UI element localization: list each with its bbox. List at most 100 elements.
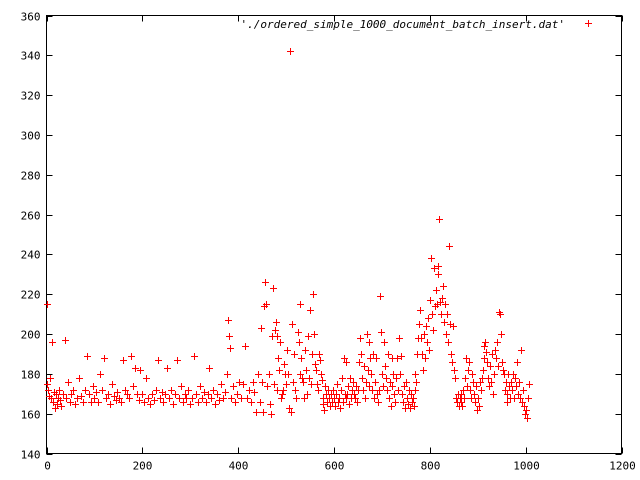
data-point [317,357,324,364]
x-tick-label: 1000 [513,460,540,473]
y-tick-label: 220 [21,289,41,302]
data-point [307,307,314,314]
data-point [344,391,351,398]
data-point [371,395,378,402]
data-point [302,347,309,354]
data-point [114,389,121,396]
data-point [422,355,429,362]
data-point [220,395,227,402]
data-point [222,389,229,396]
data-point [214,391,221,398]
data-point [304,391,311,398]
data-point [475,395,482,402]
data-point [53,391,60,398]
data-point [206,365,213,372]
data-point [120,357,127,364]
data-point [346,401,353,408]
data-point [366,383,373,390]
data-point [444,311,451,318]
data-point [185,387,192,394]
data-point [482,339,489,346]
data-point [143,375,150,382]
data-point [419,351,426,358]
data-point [412,371,419,378]
data-point [362,395,369,402]
data-point [141,399,148,406]
data-point [427,297,434,304]
data-point [227,345,234,352]
data-point [449,359,456,366]
data-point [283,381,290,388]
data-point [54,401,61,408]
data-point [360,387,367,394]
data-point [310,291,317,298]
data-point [424,339,431,346]
data-point [384,387,391,394]
data-point [210,387,217,394]
data-point [287,48,294,55]
data-point [228,395,235,402]
data-point [525,395,532,402]
data-point [180,399,187,406]
data-point [122,387,129,394]
data-point [471,391,478,398]
data-point [511,395,518,402]
data-point [509,387,516,394]
data-point [306,375,313,382]
data-point [412,387,419,394]
data-point [275,355,282,362]
data-point [57,397,64,404]
data-point [236,379,243,386]
data-point [430,327,437,334]
data-point [372,379,379,386]
data-point [305,333,312,340]
data-point [255,371,262,378]
data-point [291,351,298,358]
data-point [526,381,533,388]
data-point [280,387,287,394]
data-point [395,387,402,394]
data-point [440,283,447,290]
data-point [522,411,529,418]
data-point [137,367,144,374]
legend: './ordered_simple_1000_document_batch_in… [240,18,592,31]
data-point [392,399,399,406]
data-point [524,415,531,422]
data-point [76,375,83,382]
data-point [103,395,110,402]
data-point [274,333,281,340]
data-point [367,355,374,362]
data-point [398,353,405,360]
data-point [518,347,525,354]
data-point [201,389,208,396]
data-point [242,343,249,350]
data-point [199,395,206,402]
data-point [520,387,527,394]
data-point [130,383,137,390]
data-point [366,339,373,346]
data-point [458,399,465,406]
data-point [370,351,377,358]
data-point [93,389,100,396]
data-point [299,375,306,382]
data-point [468,395,475,402]
data-point [480,367,487,374]
data-point [464,383,471,390]
data-point [494,339,501,346]
data-point [80,399,87,406]
data-point [111,393,118,400]
data-point [240,381,247,388]
data-point [382,363,389,370]
data-point [322,383,329,390]
y-tick-label: 260 [21,210,41,223]
data-point [481,355,488,362]
data-point [164,365,171,372]
data-point [248,399,255,406]
x-tick-label: 0 [44,460,51,473]
data-point [160,399,167,406]
data-point [246,387,253,394]
data-point [380,383,387,390]
data-point [466,359,473,366]
x-tick-label: 1200 [609,460,636,473]
data-point [373,355,380,362]
